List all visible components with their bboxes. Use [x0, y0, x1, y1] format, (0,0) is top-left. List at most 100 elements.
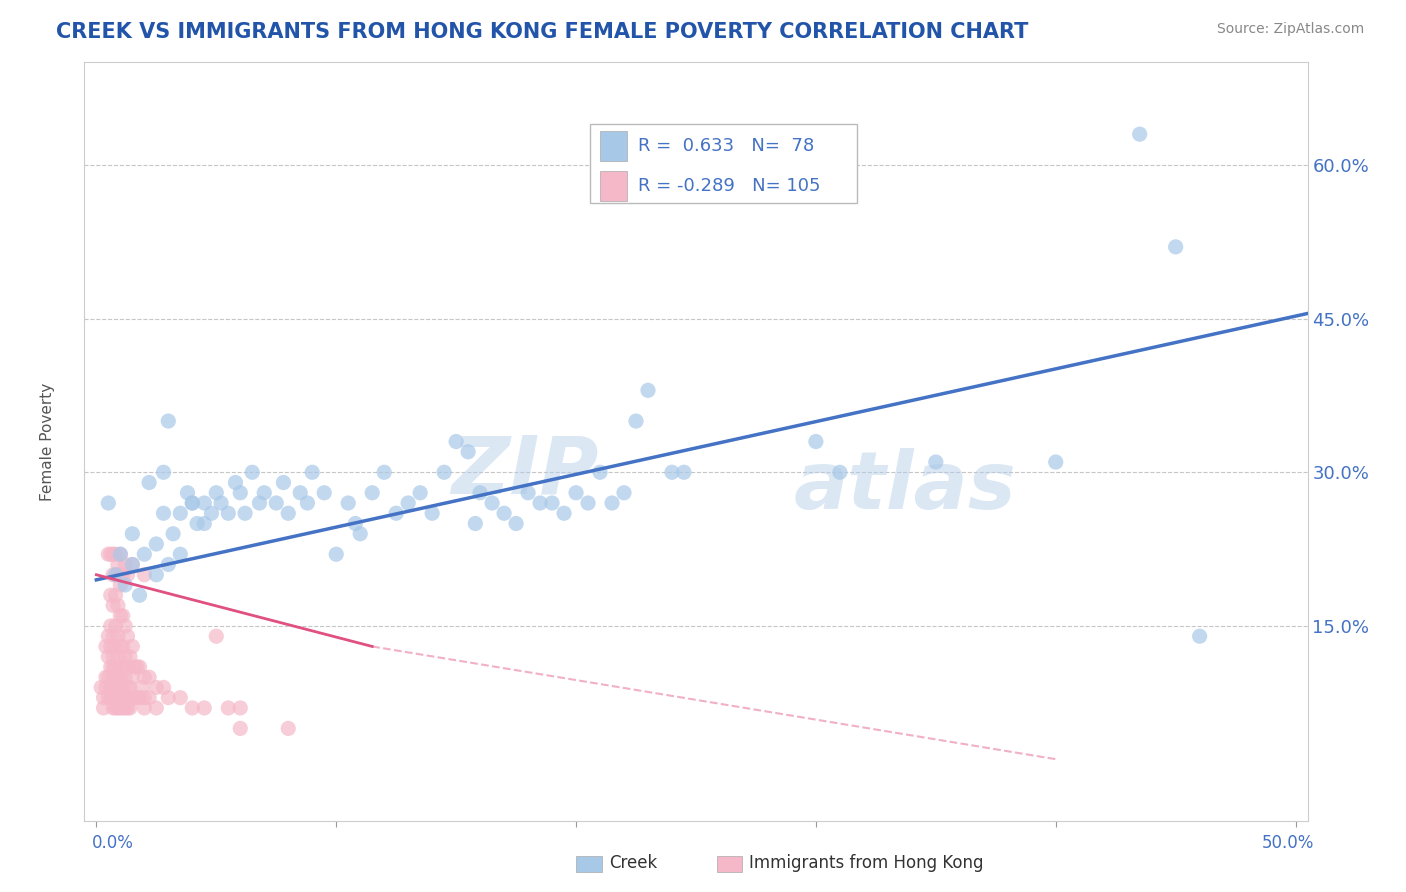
- Text: 50.0%: 50.0%: [1263, 834, 1315, 852]
- Point: [97, 690, 120, 705]
- Text: R =  0.633   N=  78: R = 0.633 N= 78: [638, 137, 814, 155]
- Point: [138, 670, 160, 684]
- Point: [277, 506, 299, 520]
- Point: [481, 496, 503, 510]
- Point: [97, 496, 120, 510]
- Point: [107, 701, 129, 715]
- Point: [193, 496, 215, 510]
- Point: [181, 701, 204, 715]
- Point: [114, 690, 136, 705]
- Point: [396, 496, 419, 510]
- Point: [121, 526, 143, 541]
- Point: [229, 722, 252, 736]
- Point: [110, 608, 132, 623]
- Point: [134, 567, 156, 582]
- Point: [1164, 240, 1187, 254]
- Point: [117, 629, 139, 643]
- Point: [637, 384, 659, 398]
- Point: [101, 681, 124, 695]
- Point: [349, 526, 371, 541]
- Point: [111, 567, 134, 582]
- Point: [589, 465, 612, 479]
- Text: atlas: atlas: [794, 448, 1017, 526]
- Point: [325, 547, 347, 561]
- Point: [169, 506, 191, 520]
- Point: [624, 414, 647, 428]
- Point: [176, 485, 198, 500]
- Point: [373, 465, 395, 479]
- Point: [110, 547, 132, 561]
- Point: [104, 588, 127, 602]
- Point: [107, 670, 129, 684]
- Point: [101, 670, 124, 684]
- Point: [193, 516, 215, 531]
- Point: [134, 690, 156, 705]
- Point: [529, 496, 551, 510]
- Point: [217, 506, 239, 520]
- Point: [157, 414, 180, 428]
- Point: [240, 465, 263, 479]
- Point: [107, 690, 129, 705]
- Point: [134, 547, 156, 561]
- Point: [229, 485, 252, 500]
- Point: [110, 567, 132, 582]
- Point: [253, 485, 276, 500]
- Point: [104, 701, 127, 715]
- Point: [107, 558, 129, 572]
- Point: [104, 640, 127, 654]
- Point: [100, 660, 122, 674]
- Point: [100, 640, 122, 654]
- Point: [541, 496, 564, 510]
- Point: [505, 516, 527, 531]
- Point: [111, 640, 134, 654]
- Point: [193, 701, 215, 715]
- Text: Source: ZipAtlas.com: Source: ZipAtlas.com: [1216, 22, 1364, 37]
- Text: CREEK VS IMMIGRANTS FROM HONG KONG FEMALE POVERTY CORRELATION CHART: CREEK VS IMMIGRANTS FROM HONG KONG FEMAL…: [56, 22, 1029, 42]
- Point: [104, 690, 127, 705]
- Point: [104, 619, 127, 633]
- Point: [277, 722, 299, 736]
- Point: [107, 599, 129, 613]
- Point: [101, 690, 124, 705]
- Point: [209, 496, 232, 510]
- Point: [110, 640, 132, 654]
- Point: [124, 690, 146, 705]
- Point: [118, 701, 141, 715]
- Point: [110, 690, 132, 705]
- Point: [804, 434, 827, 449]
- Point: [100, 547, 122, 561]
- Point: [200, 506, 222, 520]
- Point: [145, 701, 167, 715]
- Point: [162, 526, 184, 541]
- Point: [420, 506, 443, 520]
- Point: [107, 649, 129, 664]
- Point: [100, 681, 122, 695]
- Point: [93, 701, 115, 715]
- Point: [111, 608, 134, 623]
- Point: [134, 701, 156, 715]
- Point: [224, 475, 246, 490]
- Point: [97, 670, 120, 684]
- Point: [101, 629, 124, 643]
- Point: [110, 660, 132, 674]
- Point: [121, 558, 143, 572]
- Point: [110, 701, 132, 715]
- Point: [565, 485, 588, 500]
- Point: [828, 465, 851, 479]
- Point: [553, 506, 575, 520]
- Point: [229, 701, 252, 715]
- Point: [110, 681, 132, 695]
- Point: [121, 690, 143, 705]
- Point: [217, 701, 239, 715]
- Point: [464, 516, 486, 531]
- Point: [97, 547, 120, 561]
- Point: [114, 701, 136, 715]
- Point: [517, 485, 540, 500]
- Point: [131, 681, 153, 695]
- Point: [90, 681, 112, 695]
- Point: [138, 690, 160, 705]
- Point: [100, 690, 122, 705]
- Point: [121, 640, 143, 654]
- Point: [124, 660, 146, 674]
- Point: [93, 690, 115, 705]
